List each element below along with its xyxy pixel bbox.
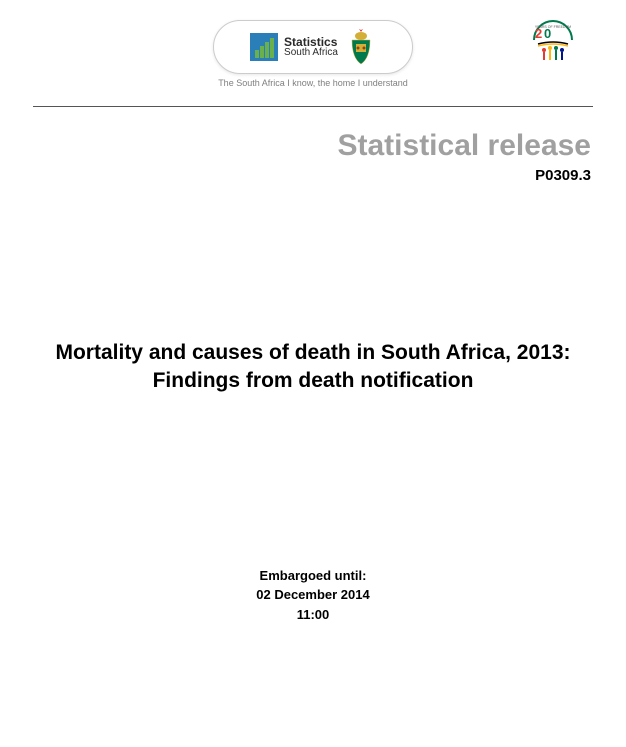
release-heading-block: Statistical release P0309.3	[0, 129, 626, 184]
svg-text:YEARS OF FREEDOM: YEARS OF FREEDOM	[535, 25, 571, 29]
stats-text: Statistics South Africa	[284, 36, 338, 58]
release-title: Statistical release	[0, 129, 591, 163]
anniversary-logo-icon: 2 0 YEARS OF FREEDOM	[530, 20, 576, 66]
tagline: The South Africa I know, the home I unde…	[218, 78, 408, 88]
embargo-time: 11:00	[0, 605, 626, 625]
chart-bar	[270, 38, 274, 58]
header: Statistics South Africa The South Africa…	[0, 0, 626, 107]
embargo-label: Embargoed until:	[0, 566, 626, 586]
logo-pill: Statistics South Africa	[213, 20, 413, 74]
stats-logo: Statistics South Africa	[250, 33, 338, 61]
chart-bar	[260, 46, 264, 58]
header-divider	[33, 106, 593, 107]
coat-of-arms-icon	[346, 28, 376, 66]
bar-chart-icon	[250, 33, 278, 61]
logo-subtitle: South Africa	[284, 48, 338, 58]
embargo-block: Embargoed until: 02 December 2014 11:00	[0, 566, 626, 625]
embargo-date: 02 December 2014	[0, 585, 626, 605]
chart-bar	[265, 42, 269, 58]
chart-bar	[255, 50, 259, 58]
release-code: P0309.3	[0, 167, 591, 184]
document-title: Mortality and causes of death in South A…	[0, 339, 626, 396]
